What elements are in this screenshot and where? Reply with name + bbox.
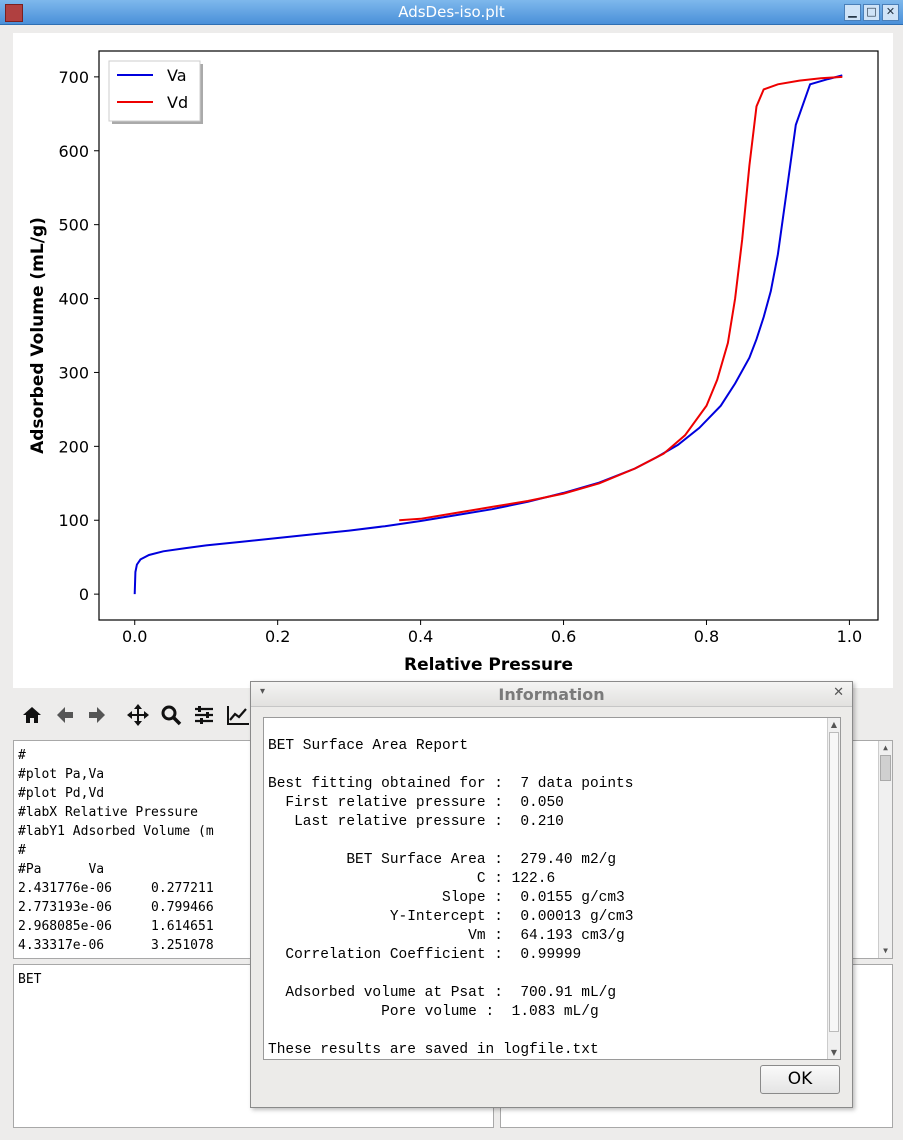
y-tick-label: 600 [58,142,89,161]
report-content: BET Surface Area Report Best fitting obta… [264,718,840,1060]
legend-label: Va [167,66,187,85]
report-line: Correlation Coefficient : 0.99999 [268,947,582,963]
legend-label: Vd [167,93,188,112]
y-tick-label: 200 [58,437,89,456]
scroll-up-arrow-icon[interactable]: ▲ [883,743,888,752]
y-tick-label: 300 [58,363,89,382]
data-line: #plot Pd,Vd [18,786,105,801]
isotherm-chart: 0.0 0.2 0.4 0.6 0.8 1.0 0 100 200 300 400 500 600 700… [28,50,879,675]
report-text-area[interactable]: BET Surface Area Report Best fitting obta… [263,717,841,1060]
report-line [264,832,840,851]
scrollbar-thumb[interactable] [829,732,839,1032]
y-tick-label: 400 [58,290,89,309]
data-line: # [18,748,26,763]
x-tick-label: 0.0 [122,627,147,646]
sliders-icon[interactable] [191,702,217,728]
report-line [264,718,840,737]
x-tick-label: 0.4 [408,627,433,646]
data-line: 4.33317e-06 3.251078 [18,938,214,953]
y-tick-label: 100 [58,511,89,530]
arrow-left-icon[interactable] [52,702,78,728]
report-line: C : 122.6 [268,871,556,887]
move-icon[interactable] [125,702,151,728]
series-line-vd [399,75,843,522]
report-line: Adsorbed volume at Psat : 700.91 mL/g [268,985,617,1001]
close-window-button[interactable]: ✕ [882,4,899,21]
data-line: #labY1 Adsorbed Volume (m [18,824,214,839]
arrow-right-icon[interactable] [84,702,110,728]
plot-toolbar [13,700,253,732]
command-text: BET [18,972,42,987]
x-tick-label: 0.2 [265,627,290,646]
report-line: Vm : 64.193 cm3/g [268,928,625,944]
dialog-menu-icon[interactable]: ▾ [260,686,266,697]
maximize-button[interactable]: □ [863,4,880,21]
home-icon[interactable] [19,702,45,728]
report-line: Last relative pressure : 0.210 [268,814,564,830]
scroll-down-arrow-icon[interactable]: ▼ [883,946,888,955]
plot-frame [98,50,879,621]
data-line: 2.431776e-06 0.277211 [18,881,214,896]
data-editor-scrollbar[interactable]: ▲ ▼ [878,741,892,958]
x-tick-label: 1.0 [837,627,862,646]
app-icon [5,4,23,22]
plot-canvas: 0.0 0.2 0.4 0.6 0.8 1.0 0 100 200 300 400 500 600 700… [13,33,893,688]
data-line: # [18,843,26,858]
x-tick-label: 0.8 [694,627,719,646]
y-tick-label: 500 [58,216,89,235]
report-line [264,1022,840,1041]
dialog-titlebar: ▾ Information ✕ [251,682,852,707]
scrollbar-thumb[interactable] [880,755,891,781]
scroll-up-arrow-icon[interactable]: ▲ [830,720,838,729]
dialog-close-icon[interactable]: ✕ [833,685,844,700]
line-chart-icon[interactable] [225,702,251,728]
scroll-down-arrow-icon[interactable]: ▼ [830,1048,838,1057]
data-editor-content: # #plot Pa,Va #plot Pd,Vd #labX Relative Pr… [14,741,892,955]
data-line: 2.968085e-06 1.614651 [18,919,214,934]
data-line: #Pa Va [18,862,105,877]
report-line: These results are saved in logfile.txt [268,1042,599,1058]
dialog-title: Information [498,685,605,704]
window-title: AdsDes-iso.plt [398,3,505,21]
report-line: BET Surface Area : 279.40 m2/g [268,852,617,868]
report-line: Best fitting obtained for : 7 data point… [268,776,634,792]
report-line [264,756,840,775]
legend-box [108,60,201,122]
report-line: Slope : 0.0155 g/cm3 [268,890,625,906]
y-tick-label: 0 [79,585,89,604]
magnifier-icon[interactable] [158,702,184,728]
report-line: Pore volume : 1.083 mL/g [268,1004,599,1020]
y-axis-label: Adsorbed Volume (mL/g) [28,217,48,454]
x-axis-label: Relative Pressure [404,655,573,675]
information-dialog: ▾ Information ✕ BET Surface Area Report B… [250,681,853,1108]
y-tick-label: 700 [58,68,89,87]
report-scrollbar[interactable]: ▲ ▼ [827,718,840,1059]
window-titlebar: AdsDes-iso.plt ▁ □ ✕ [0,0,903,25]
data-line: #plot Pa,Va [18,767,105,782]
data-line: #labX Relative Pressure [18,805,199,820]
data-line: 2.773193e-06 0.799466 [18,900,214,915]
report-line: BET Surface Area Report [268,738,469,754]
report-line: First relative pressure : 0.050 [268,795,564,811]
report-line: Y-Intercept : 0.00013 g/cm3 [268,909,634,925]
x-tick-label: 0.6 [551,627,576,646]
ok-button[interactable]: OK [760,1065,840,1094]
report-line [264,965,840,984]
minimize-button[interactable]: ▁ [844,4,861,21]
